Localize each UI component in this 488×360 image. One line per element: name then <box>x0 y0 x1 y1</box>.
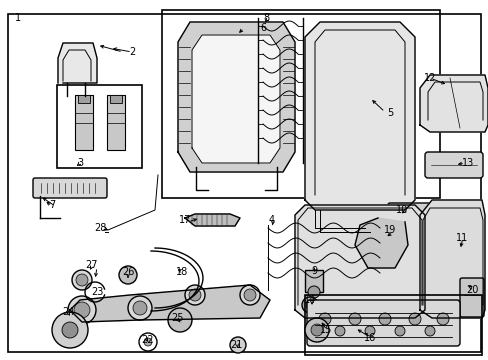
Text: 12: 12 <box>423 73 435 83</box>
Text: 25: 25 <box>171 313 184 323</box>
FancyBboxPatch shape <box>387 203 431 237</box>
Circle shape <box>424 326 434 336</box>
Text: 27: 27 <box>85 260 98 270</box>
Text: 2: 2 <box>129 47 135 57</box>
Polygon shape <box>354 218 407 268</box>
Text: 1: 1 <box>15 13 21 23</box>
Polygon shape <box>192 35 280 163</box>
FancyBboxPatch shape <box>33 178 107 198</box>
Text: 13: 13 <box>461 158 473 168</box>
Text: 18: 18 <box>176 267 188 277</box>
Circle shape <box>143 338 152 346</box>
Circle shape <box>334 326 345 336</box>
Circle shape <box>318 313 330 325</box>
Text: 6: 6 <box>260 23 265 33</box>
Polygon shape <box>184 214 240 226</box>
Circle shape <box>244 289 256 301</box>
Text: 21: 21 <box>229 340 242 350</box>
Circle shape <box>119 266 137 284</box>
Text: 20: 20 <box>465 285 477 295</box>
Circle shape <box>436 313 448 325</box>
Text: 16: 16 <box>363 333 375 343</box>
Circle shape <box>310 324 323 336</box>
Polygon shape <box>305 22 414 210</box>
Text: 22: 22 <box>141 335 153 345</box>
Text: 24: 24 <box>61 307 74 317</box>
Text: 19: 19 <box>383 225 395 235</box>
Text: 3: 3 <box>77 158 83 168</box>
Circle shape <box>305 318 328 342</box>
Polygon shape <box>58 43 97 83</box>
Text: 11: 11 <box>455 233 467 243</box>
Circle shape <box>240 285 260 305</box>
Bar <box>305 270 323 292</box>
Bar <box>78 95 90 103</box>
FancyBboxPatch shape <box>424 152 482 178</box>
Text: 26: 26 <box>122 267 134 277</box>
Bar <box>305 295 481 355</box>
FancyBboxPatch shape <box>306 300 459 346</box>
Text: 14: 14 <box>303 295 315 305</box>
Circle shape <box>76 274 88 286</box>
Bar <box>75 95 93 150</box>
Bar <box>57 85 142 168</box>
Text: 15: 15 <box>319 325 331 335</box>
Circle shape <box>68 296 96 324</box>
Polygon shape <box>178 22 294 172</box>
Polygon shape <box>419 75 487 132</box>
Circle shape <box>348 313 360 325</box>
FancyBboxPatch shape <box>459 278 483 317</box>
Circle shape <box>302 297 317 313</box>
Text: 5: 5 <box>386 108 392 118</box>
Text: 4: 4 <box>268 215 274 225</box>
Circle shape <box>74 302 90 318</box>
Circle shape <box>394 326 404 336</box>
Circle shape <box>307 286 319 298</box>
Circle shape <box>62 322 78 338</box>
Text: 17: 17 <box>179 215 191 225</box>
Polygon shape <box>419 200 484 318</box>
Polygon shape <box>294 205 424 318</box>
Circle shape <box>52 312 88 348</box>
Circle shape <box>168 308 192 332</box>
Circle shape <box>229 337 245 353</box>
Text: 9: 9 <box>310 266 316 276</box>
Circle shape <box>378 313 390 325</box>
Text: 10: 10 <box>395 205 407 215</box>
Text: 23: 23 <box>91 287 103 297</box>
Circle shape <box>408 313 420 325</box>
Bar <box>110 95 122 103</box>
Text: 28: 28 <box>94 223 106 233</box>
Circle shape <box>364 326 374 336</box>
Bar <box>162 10 439 198</box>
Bar <box>107 95 125 150</box>
Circle shape <box>133 301 147 315</box>
Circle shape <box>305 301 313 309</box>
Circle shape <box>189 289 201 301</box>
Polygon shape <box>70 285 269 322</box>
Text: 8: 8 <box>263 13 268 23</box>
Circle shape <box>72 270 92 290</box>
Text: 7: 7 <box>49 200 55 210</box>
Circle shape <box>128 296 152 320</box>
Circle shape <box>184 285 204 305</box>
